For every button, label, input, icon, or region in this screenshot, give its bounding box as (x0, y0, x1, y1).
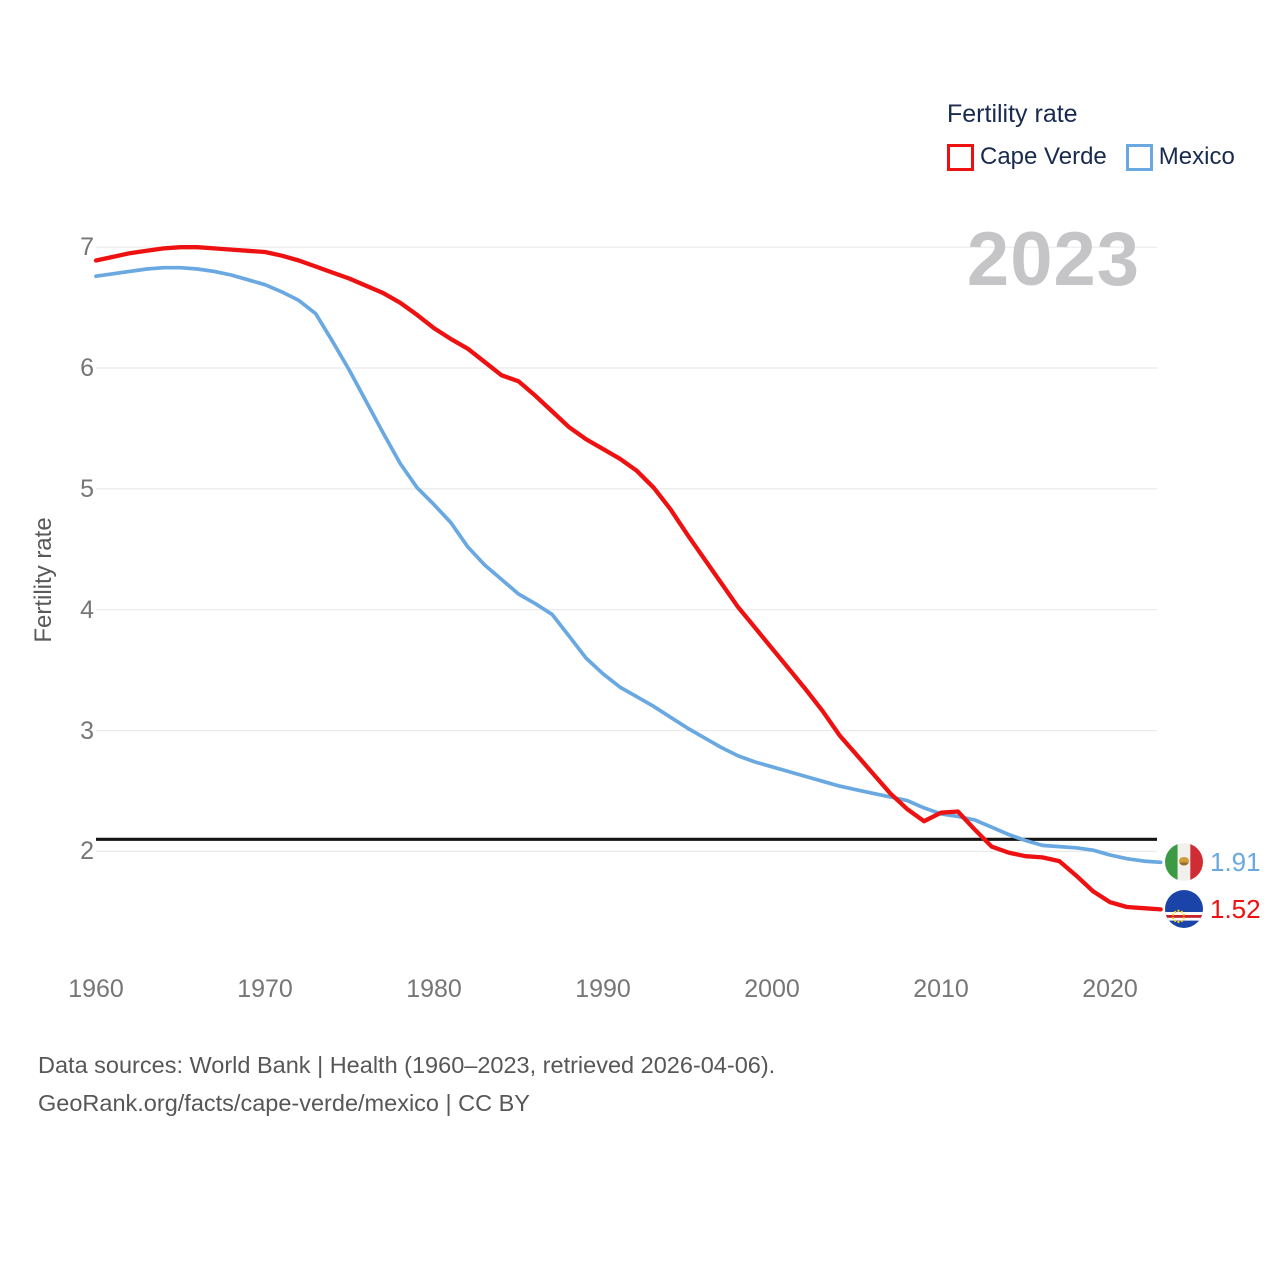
y-tick-3: 3 (80, 717, 94, 745)
x-tick-1980: 1980 (406, 975, 462, 1003)
legend-item-cape-verde[interactable]: Cape Verde (947, 143, 1107, 171)
mexico-end-value: 1.91 (1210, 846, 1261, 877)
y-tick-7: 7 (80, 233, 94, 261)
y-axis-title: Fertility rate (30, 517, 57, 643)
line-mexico (94, 265, 1163, 865)
chart-legend: Fertility rate Cape Verde Mexico (947, 100, 1235, 171)
data-sources-line: Data sources: World Bank | Health (1960–… (38, 1052, 776, 1078)
mexico-flag-icon (1165, 843, 1203, 881)
legend-item-mexico[interactable]: Mexico (1125, 143, 1235, 171)
y-tick-2: 2 (80, 837, 94, 865)
year-watermark: 2023 (966, 217, 1140, 302)
legend-label-mexico: Mexico (1158, 143, 1235, 170)
x-tick-1970: 1970 (237, 975, 293, 1003)
legend-items: Cape Verde Mexico (947, 143, 1235, 171)
legend-title: Fertility rate (947, 100, 1078, 128)
cape-verde-swatch-icon (947, 143, 974, 171)
series-end-label-mexico: 1.91 (1165, 843, 1261, 881)
cape-verde-flag-icon (1165, 890, 1203, 928)
x-tick-2010: 2010 (913, 975, 969, 1003)
y-tick-5: 5 (80, 475, 94, 503)
y-tick-6: 6 (80, 354, 94, 382)
cape-verde-end-value: 1.52 (1210, 893, 1261, 924)
georank-url-line: GeoRank.org/facts/cape-verde/mexico | CC… (38, 1090, 530, 1116)
source-attribution: Data sources: World Bank | Health (1960–… (38, 1046, 775, 1122)
series-end-label-cape-verde: 1.52 (1165, 890, 1261, 928)
line-cape-verde (93, 245, 1163, 912)
x-tick-2000: 2000 (744, 975, 800, 1003)
mexico-swatch-icon (1125, 143, 1153, 171)
legend-label-cape-verde: Cape Verde (980, 143, 1107, 170)
x-tick-1960: 1960 (68, 975, 124, 1003)
y-tick-4: 4 (80, 596, 94, 624)
x-tick-1990: 1990 (575, 975, 631, 1003)
x-tick-2020: 2020 (1082, 975, 1138, 1003)
